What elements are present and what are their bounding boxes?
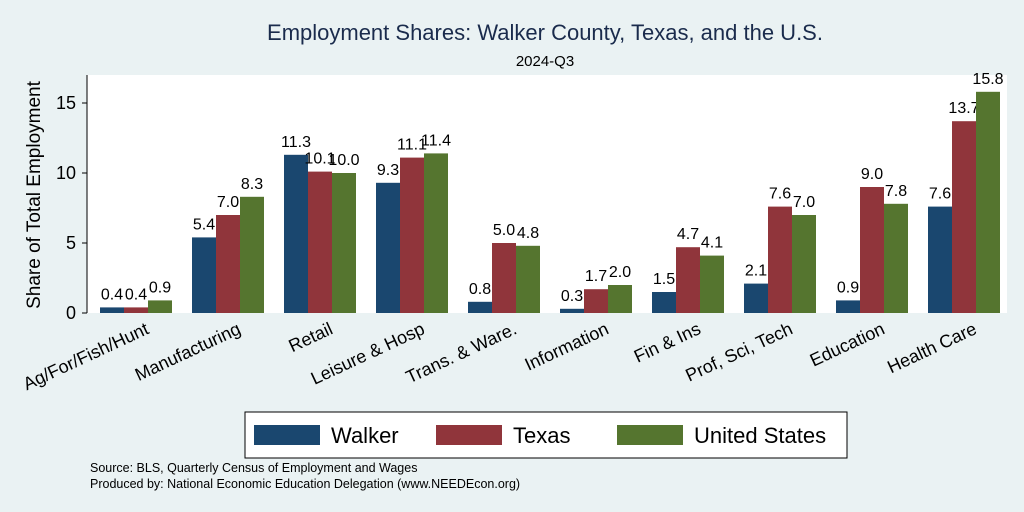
bar-walker — [468, 301, 492, 313]
bar-united-states — [976, 91, 1000, 313]
data-label: 2.1 — [745, 263, 767, 280]
bar-texas — [492, 243, 516, 313]
data-label: 10.0 — [328, 152, 359, 169]
bar-united-states — [240, 196, 264, 313]
bar-walker — [100, 307, 124, 313]
data-label: 2.0 — [609, 264, 631, 281]
data-label: 13.7 — [948, 100, 979, 117]
data-label: 7.8 — [885, 183, 907, 200]
data-label: 7.0 — [217, 194, 239, 211]
data-label: 9.3 — [377, 162, 399, 179]
data-label: 0.8 — [469, 281, 491, 298]
legend: Walker Texas United States — [244, 411, 848, 459]
y-tick-label: 15 — [56, 93, 76, 113]
data-label: 7.0 — [793, 194, 815, 211]
x-tick-label: Manufacturing — [132, 318, 244, 384]
y-tick-label: 5 — [66, 233, 76, 253]
bar-texas — [400, 157, 424, 313]
data-label: 8.3 — [241, 176, 263, 193]
y-tick-label: 0 — [66, 303, 76, 323]
data-label: 11.3 — [281, 134, 311, 151]
bar-texas — [308, 171, 332, 313]
x-tick-label: Education — [807, 318, 888, 370]
data-label: 7.6 — [929, 186, 951, 203]
legend-swatch — [617, 425, 683, 445]
chart-subtitle: 2024-Q3 — [516, 53, 574, 70]
bar-united-states — [516, 245, 540, 313]
data-label: 11.4 — [421, 132, 451, 149]
bar-united-states — [700, 255, 724, 313]
data-label: 0.9 — [837, 279, 859, 296]
data-label: 0.9 — [149, 279, 171, 296]
data-label: 4.1 — [701, 235, 723, 252]
data-label: 1.7 — [585, 268, 607, 285]
data-label: 9.0 — [861, 166, 883, 183]
data-label: 10.1 — [304, 151, 335, 168]
x-tick-label: Health Care — [884, 318, 980, 377]
data-label: 1.5 — [653, 271, 675, 288]
bar-walker — [192, 237, 216, 313]
bar-united-states — [608, 285, 632, 313]
bar-walker — [652, 292, 676, 313]
legend-swatch — [436, 425, 502, 445]
bar-walker — [836, 300, 860, 313]
bar-united-states — [884, 203, 908, 313]
data-label: 0.4 — [125, 286, 147, 303]
bar-united-states — [332, 173, 356, 313]
data-label: 4.8 — [517, 225, 539, 242]
legend-swatch — [254, 425, 320, 445]
legend-label: United States — [694, 423, 826, 448]
bar-united-states — [148, 300, 172, 313]
x-tick-label: Ag/For/Fish/Hunt — [20, 318, 152, 394]
bar-walker — [560, 308, 584, 313]
bar-texas — [124, 307, 148, 313]
x-tick-label: Fin & Ins — [631, 318, 704, 366]
bar-texas — [676, 247, 700, 313]
data-label: 0.4 — [101, 286, 123, 303]
chart-title: Employment Shares: Walker County, Texas,… — [267, 20, 823, 45]
data-label: 5.4 — [193, 216, 215, 233]
legend-box — [244, 411, 848, 459]
data-label: 4.7 — [677, 226, 699, 243]
source-note: Source: BLS, Quarterly Census of Employm… — [90, 461, 417, 475]
bar-walker — [744, 283, 768, 313]
data-label: 5.0 — [493, 222, 515, 239]
y-tick-label: 10 — [56, 163, 76, 183]
data-label: 7.6 — [769, 186, 791, 203]
x-tick-label: Information — [522, 318, 612, 374]
produced-by-note: Produced by: National Economic Education… — [90, 477, 520, 491]
bar-united-states — [424, 153, 448, 313]
x-tick-label: Retail — [286, 318, 336, 356]
bar-walker — [376, 182, 400, 313]
data-label: 11.1 — [397, 137, 427, 154]
bar-texas — [216, 215, 240, 313]
bar-walker — [928, 206, 952, 313]
legend-label: Texas — [513, 423, 570, 448]
bar-united-states — [792, 215, 816, 313]
bar-texas — [952, 121, 976, 313]
legend-label: Walker — [331, 423, 399, 448]
bar-walker — [284, 154, 308, 313]
bar-texas — [584, 289, 608, 313]
y-axis-label: Share of Total Employment — [24, 80, 45, 308]
bar-texas — [768, 206, 792, 313]
data-label: 15.8 — [972, 71, 1003, 88]
data-label: 0.3 — [561, 288, 583, 305]
bar-texas — [860, 187, 884, 313]
